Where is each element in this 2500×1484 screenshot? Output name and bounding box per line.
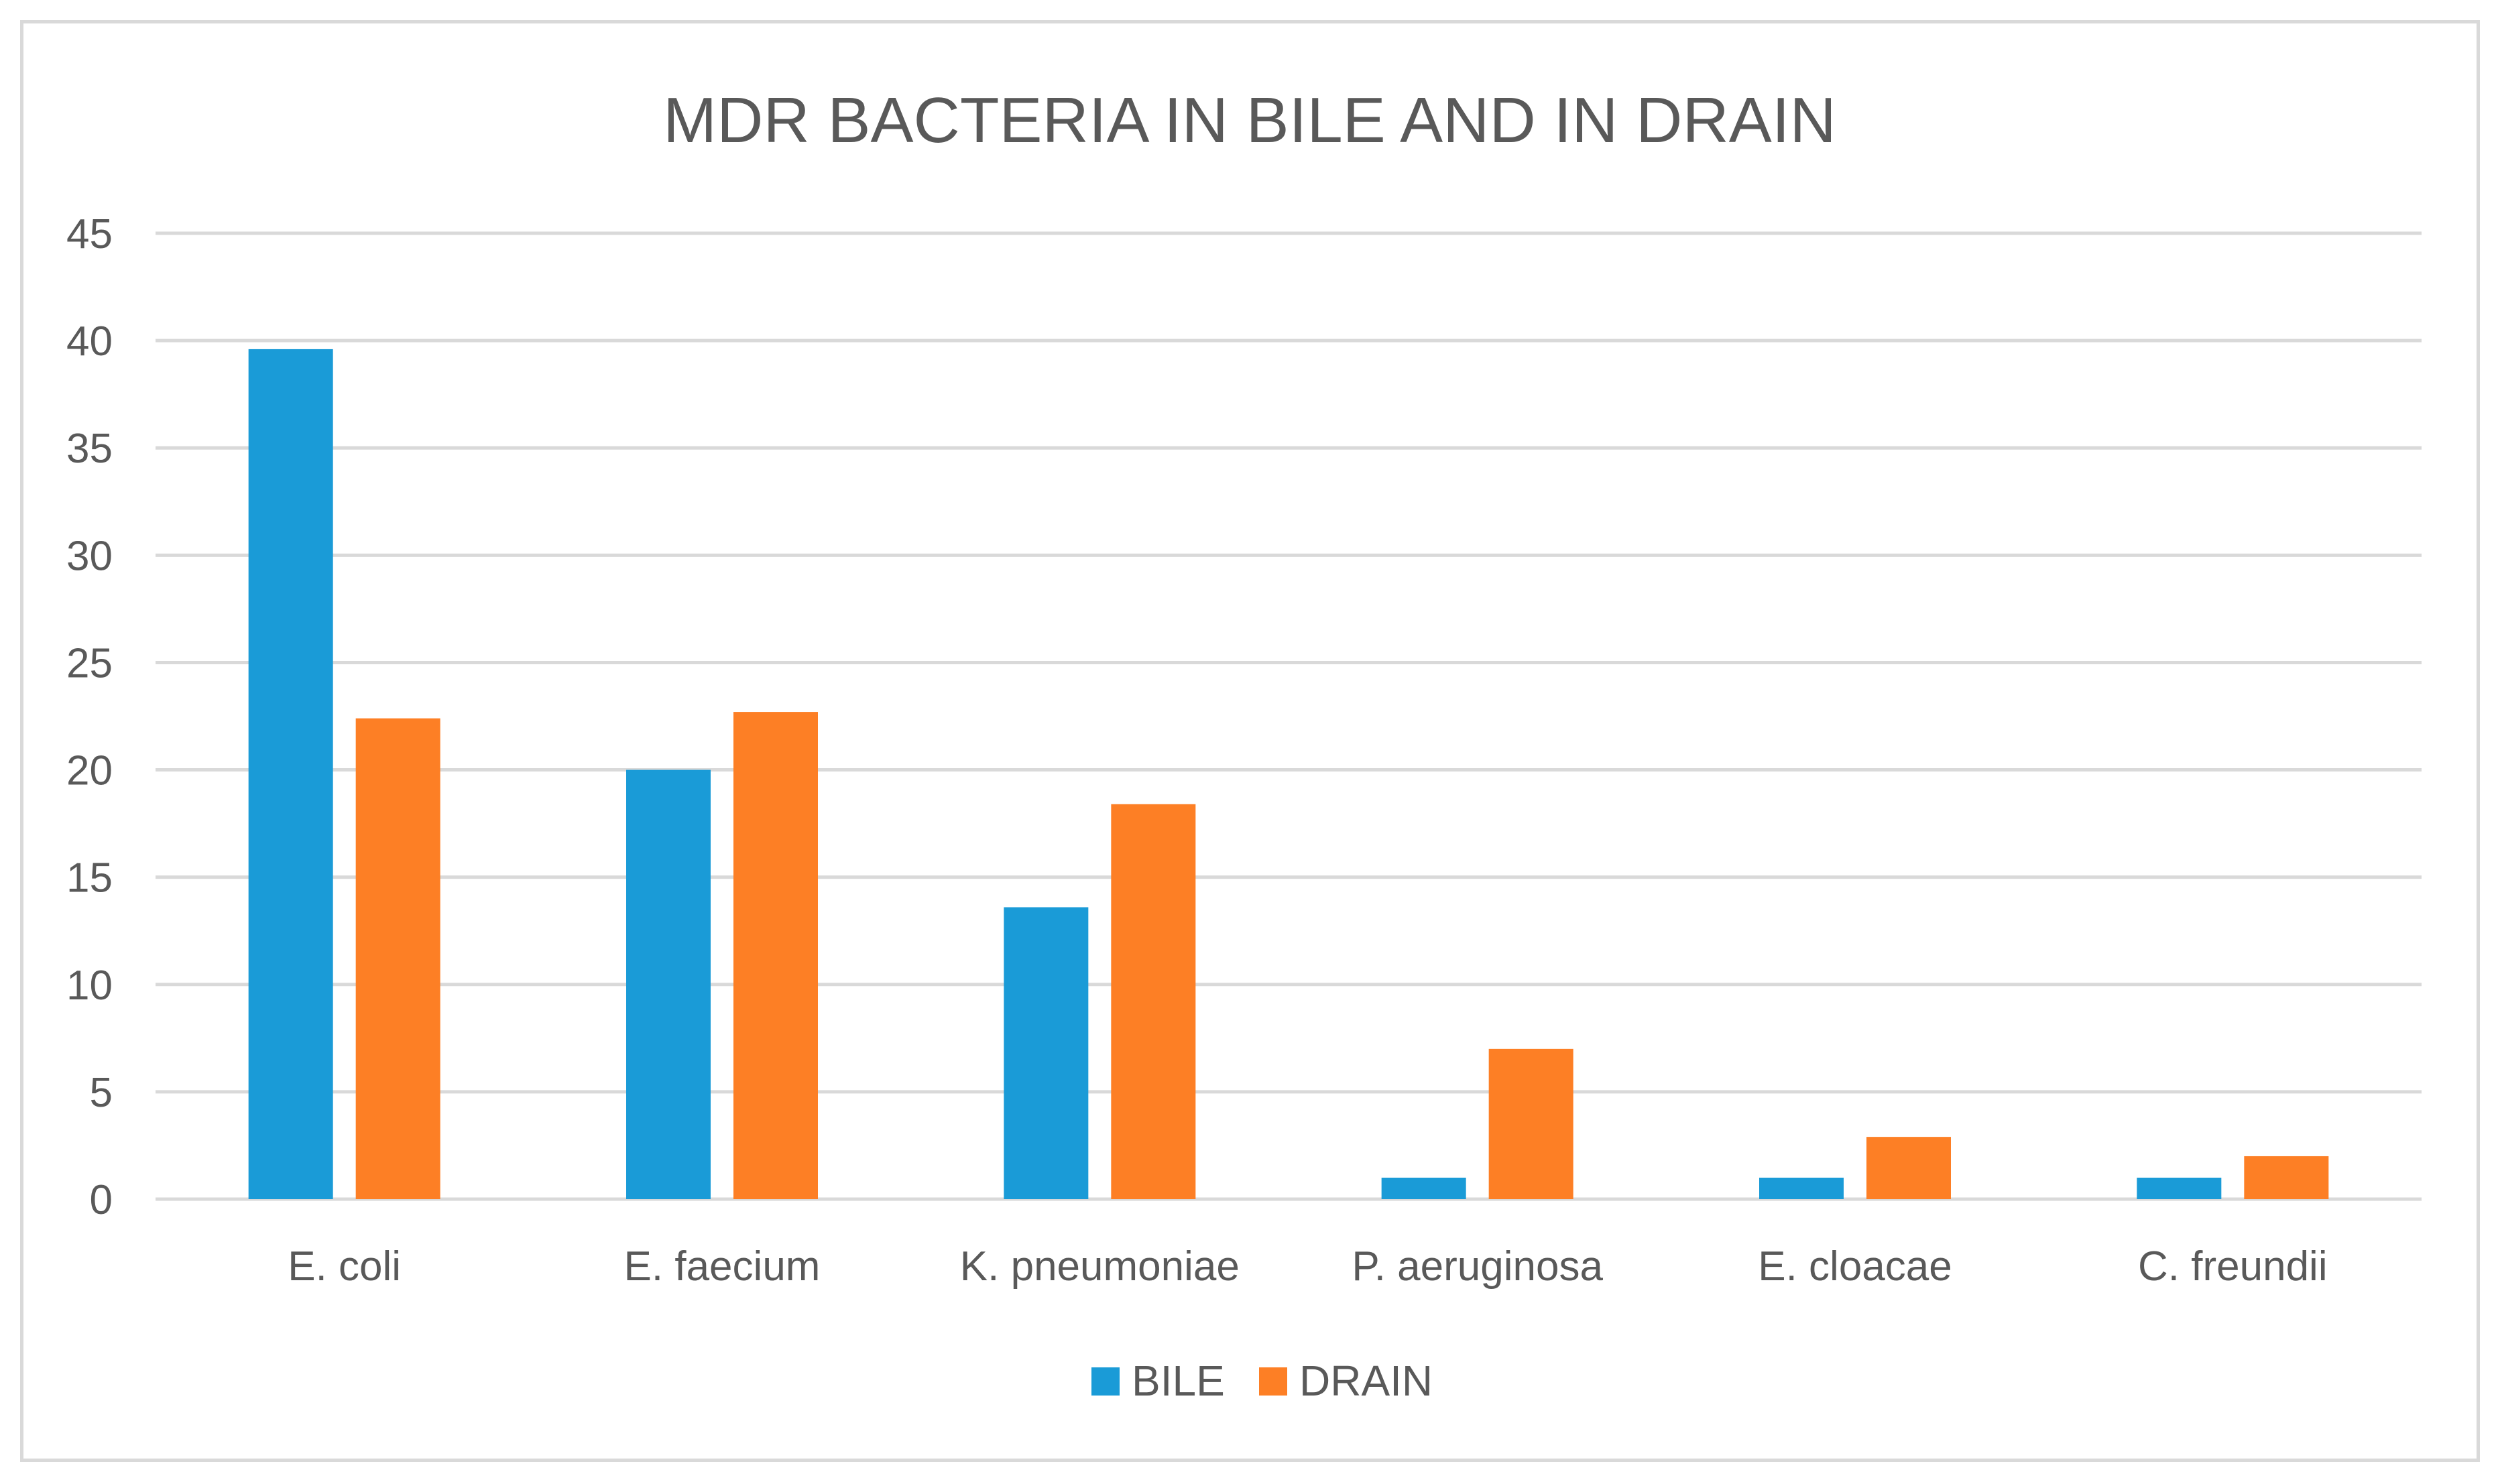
legend-swatch-drain — [1259, 1367, 1287, 1396]
y-tick-label: 5 — [90, 1070, 113, 1116]
bar-drain-3 — [1488, 1048, 1573, 1199]
bar-drain-2 — [1111, 804, 1196, 1199]
y-tick-label: 25 — [66, 640, 113, 686]
bar-bile-0 — [248, 349, 333, 1200]
chart-title: MDR BACTERIA IN BILE AND IN DRAIN — [663, 84, 1836, 156]
legend-swatch-bile — [1091, 1367, 1120, 1396]
y-tick-label: 20 — [66, 748, 113, 794]
bars — [248, 349, 2329, 1200]
legend-label-bile: BILE — [1132, 1357, 1225, 1405]
y-tick-label: 10 — [66, 963, 113, 1009]
x-tick-label: E. cloacae — [1758, 1243, 1952, 1290]
gridlines — [156, 231, 2422, 1201]
bar-drain-0 — [355, 718, 440, 1199]
bar-bile-3 — [1381, 1177, 1466, 1199]
x-axis-ticks: E. coli E. faecium K. pneumoniae P. aerugin… — [288, 1243, 2327, 1290]
y-tick-label: 0 — [90, 1177, 113, 1223]
legend: BILE DRAIN — [1091, 1357, 1433, 1405]
y-tick-label: 45 — [66, 211, 113, 257]
y-tick-label: 40 — [66, 318, 113, 365]
x-tick-label: E. faecium — [624, 1243, 821, 1290]
y-axis-ticks: 0 5 10 15 20 25 30 35 40 45 — [66, 211, 113, 1223]
x-tick-label: P. aeruginosa — [1352, 1243, 1603, 1290]
legend-label-drain: DRAIN — [1299, 1357, 1433, 1405]
y-tick-label: 15 — [66, 855, 113, 902]
x-tick-label: C. freundii — [2138, 1243, 2328, 1290]
bar-bile-4 — [1759, 1177, 1844, 1199]
bar-bile-2 — [1004, 907, 1089, 1199]
bar-bile-1 — [626, 769, 711, 1199]
bar-drain-5 — [2244, 1156, 2329, 1199]
bar-drain-4 — [1866, 1137, 1951, 1199]
bar-drain-1 — [733, 712, 818, 1199]
x-tick-label: E. coli — [288, 1243, 401, 1290]
y-tick-label: 35 — [66, 426, 113, 472]
y-tick-label: 30 — [66, 533, 113, 579]
x-tick-label: K. pneumoniae — [960, 1243, 1240, 1290]
bar-bile-5 — [2137, 1177, 2222, 1199]
